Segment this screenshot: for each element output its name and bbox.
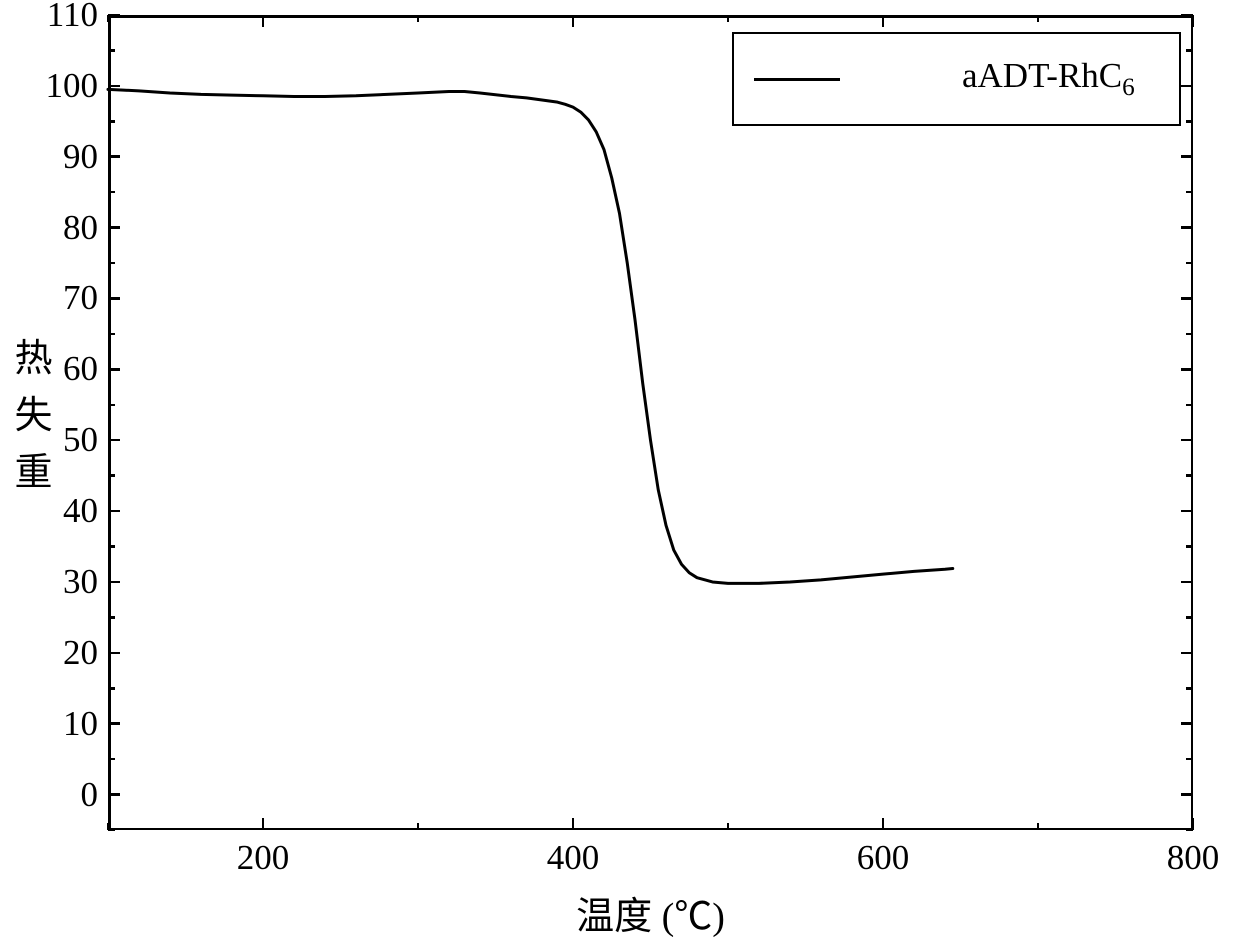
legend-label-sub: 6 bbox=[1122, 74, 1135, 101]
legend-box: aADT-RhC6 bbox=[732, 32, 1181, 126]
tga-curve bbox=[108, 89, 953, 583]
legend-label: aADT-RhC6 bbox=[962, 56, 1135, 102]
legend-line-swatch bbox=[754, 78, 840, 81]
tga-curve-svg bbox=[0, 0, 1240, 951]
figure: 200400600800 0102030405060708090100110 温… bbox=[0, 0, 1240, 951]
legend-label-text: aADT-RhC bbox=[962, 56, 1122, 95]
